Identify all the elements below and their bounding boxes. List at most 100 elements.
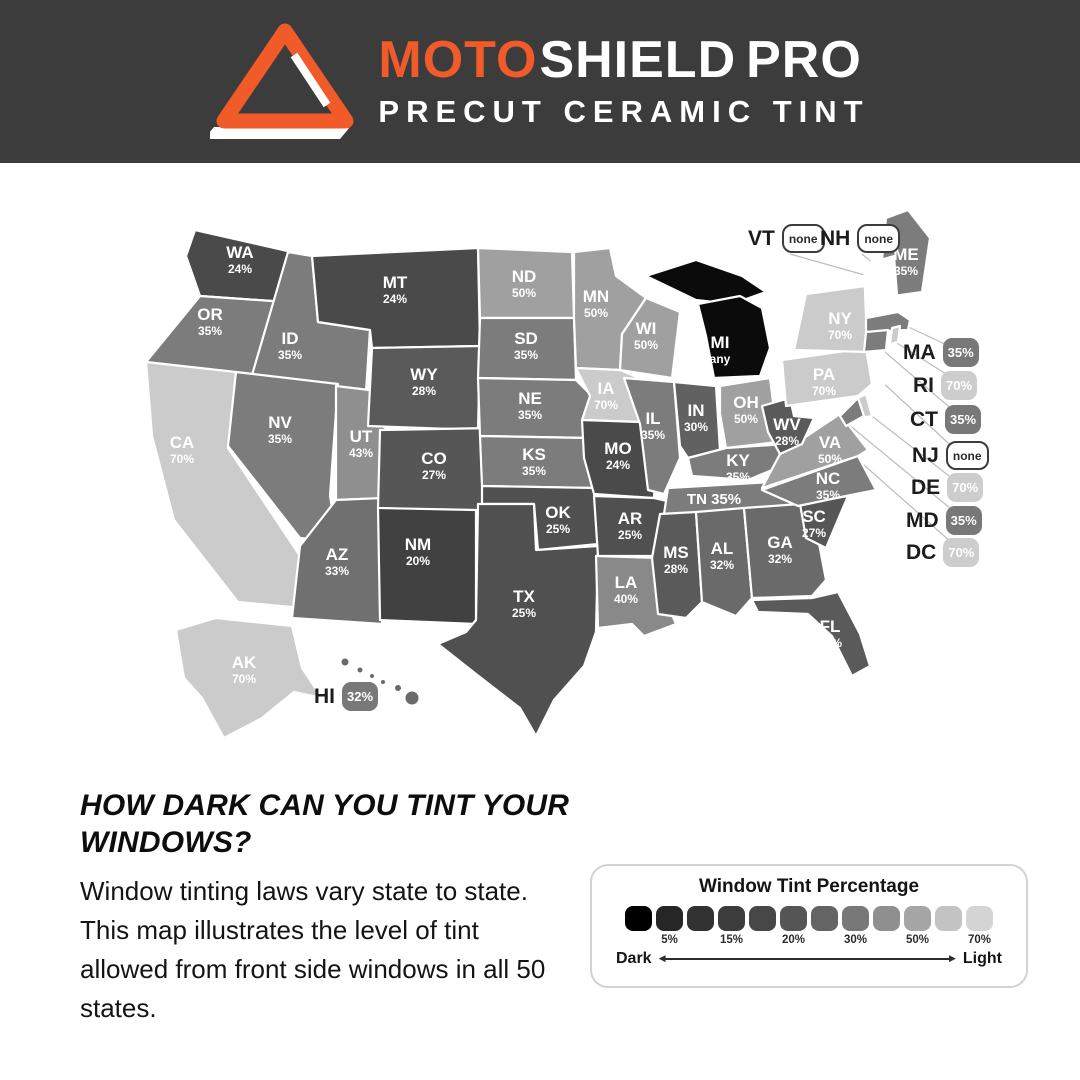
callout-abbr: HI (314, 684, 335, 708)
legend-swatch (904, 906, 931, 931)
state-label-mn: MN 50% (583, 287, 609, 320)
state-label-nm: NM 20% (405, 535, 431, 568)
state-label-az: AZ 33% (325, 545, 349, 578)
state-label-mo: MO 24% (604, 439, 631, 472)
state-shape-wi (618, 296, 682, 380)
callout-abbr: NH (820, 226, 851, 250)
description-text: Window tinting laws vary state to state.… (80, 876, 546, 1023)
legend-tick-label: 15% (719, 934, 744, 946)
legend-tick-label (811, 934, 838, 946)
state-label-wi: WI 50% (634, 319, 658, 352)
state-label-mi: MI any (710, 333, 731, 366)
brand-bar: MOTOSHIELD PRO PRECUT CERAMIC TINT (0, 0, 1080, 163)
callout-vt: VT none (748, 224, 825, 253)
state-label-id: ID 35% (278, 329, 302, 362)
state-label-ak: AK 70% (232, 653, 257, 686)
state-label-wa: WA 24% (226, 243, 253, 276)
legend-swatch (625, 906, 652, 931)
state-label-nc: NC 35% (816, 469, 841, 502)
legend-swatch (780, 906, 807, 931)
callout-value-badge: 70% (943, 538, 980, 567)
callout-nh: NH none (820, 224, 901, 253)
callout-abbr: DC (906, 540, 937, 564)
state-shape-mi (696, 294, 772, 380)
callout-ct: CT 35% (910, 405, 982, 434)
state-label-il: IL 35% (641, 409, 665, 442)
hawaii-island-shape (380, 679, 386, 685)
state-label-in: IN 30% (684, 401, 708, 434)
state-shape-mi (644, 258, 768, 306)
state-shape-az (290, 496, 386, 626)
state-label-ut: UT 43% (349, 427, 373, 460)
legend-swatch (687, 906, 714, 931)
state-label-ga: GA 32% (767, 533, 793, 566)
legend-swatch-row (614, 906, 1004, 931)
callout-ma: MA 35% (903, 338, 979, 367)
callout-de: DE 70% (911, 473, 984, 502)
hawaii-island-shape (394, 684, 402, 692)
state-labels: WA 24% OR 35% CA 70% ID 35% NV 35% UT 43% AZ 33% MT 24%… (170, 243, 919, 686)
legend-swatch (966, 906, 993, 931)
state-label-ms: MS 28% (663, 543, 689, 576)
state-label-al: AL 32% (710, 539, 734, 572)
state-label-or: OR 35% (197, 305, 223, 338)
state-shape-tx (436, 502, 600, 738)
brand-title: MOTOSHIELD PRO (378, 34, 869, 86)
legend-tick-label (749, 934, 776, 946)
legend-swatch (811, 906, 838, 931)
legend-tick-row: 5% 15% 20% 30% 50% 70% (614, 931, 1004, 946)
state-label-fl: FL 28% (818, 617, 842, 650)
state-label-sd: SD 35% (514, 329, 538, 362)
state-label-ia: IA 70% (594, 379, 618, 412)
state-shapes (144, 208, 932, 740)
callout-abbr: CT (910, 407, 938, 431)
callout-dc: DC 70% (906, 538, 980, 567)
brand-moto: MOTO (378, 30, 538, 89)
legend-tick-label: 30% (843, 934, 868, 946)
state-label-me: ME 35% (893, 245, 919, 278)
brand-shield: SHIELD (539, 30, 737, 89)
state-label-ny: NY 70% (828, 309, 852, 342)
state-shape-va (760, 412, 870, 490)
legend-swatch (656, 906, 683, 931)
callout-abbr: NJ (912, 443, 939, 467)
brand-pro: PRO (746, 30, 862, 89)
state-label-wy: WY 28% (410, 365, 438, 398)
state-label-nd: ND 50% (512, 267, 537, 300)
callout-abbr: VT (748, 226, 775, 250)
callout-value-badge: 32% (342, 682, 379, 711)
hawaii-islands (340, 657, 420, 706)
callout-abbr: MA (903, 340, 936, 364)
legend-tick-label: 70% (967, 934, 992, 946)
callout-value-badge: 35% (942, 338, 979, 367)
dark-light-arrow-icon (659, 951, 957, 966)
legend-light-label: Light (962, 950, 1002, 967)
state-shape-oh (718, 376, 780, 450)
state-label-ar: AR 25% (618, 509, 643, 542)
legend-swatch (749, 906, 776, 931)
page-title: HOW DARK CAN YOU TINT YOUR WINDOWS? (80, 789, 570, 859)
state-label-nv: NV 35% (268, 413, 292, 446)
state-label-co: CO 27% (421, 449, 447, 482)
callout-hi: HI 32% (314, 682, 379, 711)
state-shape-nh (878, 254, 900, 316)
legend-tick-label (687, 934, 714, 946)
legend-tick-label (625, 934, 652, 946)
state-shape-ak (174, 616, 324, 740)
legend-tick-label: 50% (905, 934, 930, 946)
callout-value-badge: none (945, 441, 989, 470)
legend-tick-label (873, 934, 900, 946)
state-shape-nj (868, 350, 890, 398)
state-label-oh: OH 50% (733, 393, 759, 426)
triangle-logo-icon (210, 23, 354, 139)
callout-value-badge: none (857, 224, 901, 253)
hawaii-island-shape (404, 690, 420, 706)
callout-value-badge: 35% (945, 506, 982, 535)
tint-legend: Window Tint Percentage 5% 15% 20% 30% 50% 70%… (590, 864, 1028, 988)
callout-abbr: MD (906, 508, 939, 532)
state-label-sc: SC 27% (802, 507, 826, 540)
us-map-svg: WA 24% OR 35% CA 70% ID 35% NV 35% UT 43% AZ 33% MT 24%… (144, 208, 963, 740)
state-label-tx: TX 25% (512, 587, 536, 620)
legend-swatch (718, 906, 745, 931)
